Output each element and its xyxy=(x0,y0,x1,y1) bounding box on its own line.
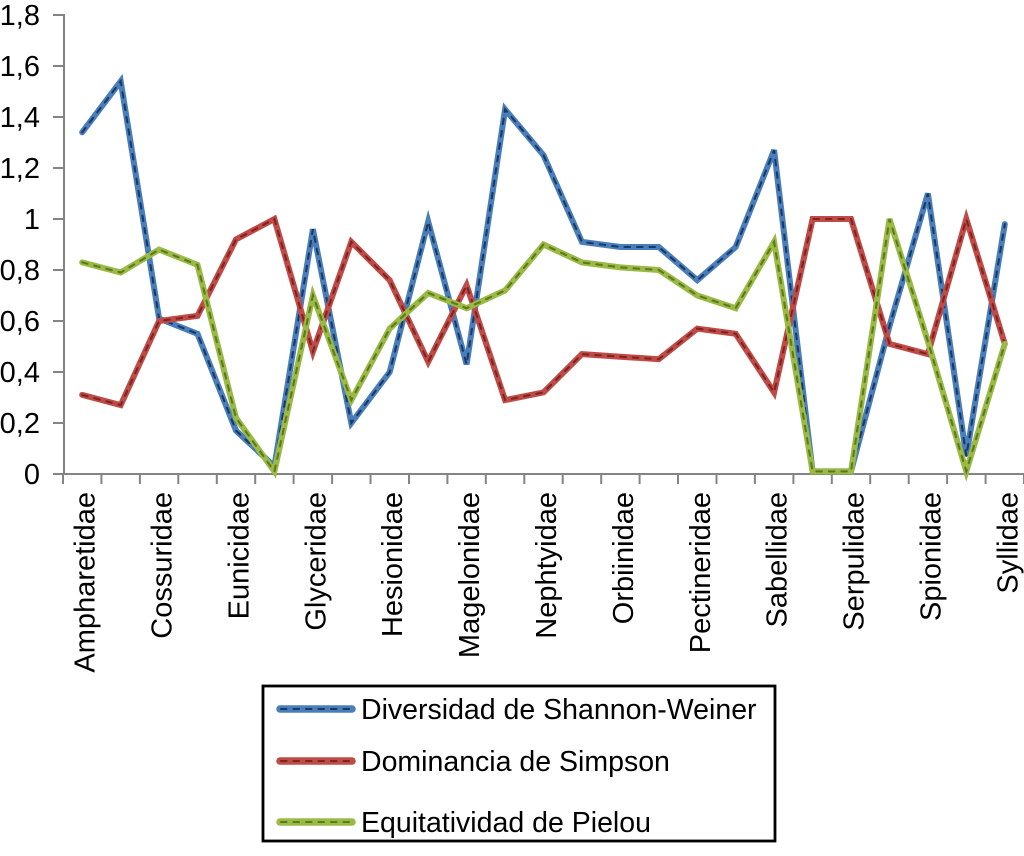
svg-text:Glyceridae: Glyceridae xyxy=(300,492,332,631)
svg-text:1,4: 1,4 xyxy=(0,102,40,134)
svg-text:0: 0 xyxy=(24,459,40,491)
svg-text:0,4: 0,4 xyxy=(0,357,40,389)
svg-text:Cossuridae: Cossuridae xyxy=(147,492,179,639)
svg-text:1,6: 1,6 xyxy=(0,51,40,83)
svg-text:Eunicidae: Eunicidae xyxy=(224,492,256,619)
svg-text:Dominancia de Simpson: Dominancia de Simpson xyxy=(361,746,670,778)
svg-text:Magelonidae: Magelonidae xyxy=(454,492,486,658)
svg-text:0,6: 0,6 xyxy=(0,306,40,338)
svg-text:Hesionidae: Hesionidae xyxy=(377,492,409,637)
svg-text:Syllidae: Syllidae xyxy=(992,492,1024,594)
svg-text:Ampharetidae: Ampharetidae xyxy=(70,492,102,673)
svg-text:Equitatividad de Pielou: Equitatividad de Pielou xyxy=(361,807,651,839)
svg-text:1,2: 1,2 xyxy=(0,153,40,185)
svg-text:Spionidae: Spionidae xyxy=(915,492,947,621)
svg-text:Serpulidae: Serpulidae xyxy=(839,492,871,631)
svg-text:1,8: 1,8 xyxy=(0,0,40,32)
svg-text:0,2: 0,2 xyxy=(0,408,40,440)
svg-text:Orbiinidae: Orbiinidae xyxy=(608,492,640,624)
svg-text:0,8: 0,8 xyxy=(0,255,40,287)
svg-text:Diversidad de Shannon-Weiner: Diversidad de Shannon-Weiner xyxy=(361,694,757,726)
svg-text:Sabellidae: Sabellidae xyxy=(762,492,794,627)
svg-text:1: 1 xyxy=(24,204,40,236)
svg-text:Nephtyidae: Nephtyidae xyxy=(531,492,563,639)
svg-text:Pectineridae: Pectineridae xyxy=(685,492,717,653)
